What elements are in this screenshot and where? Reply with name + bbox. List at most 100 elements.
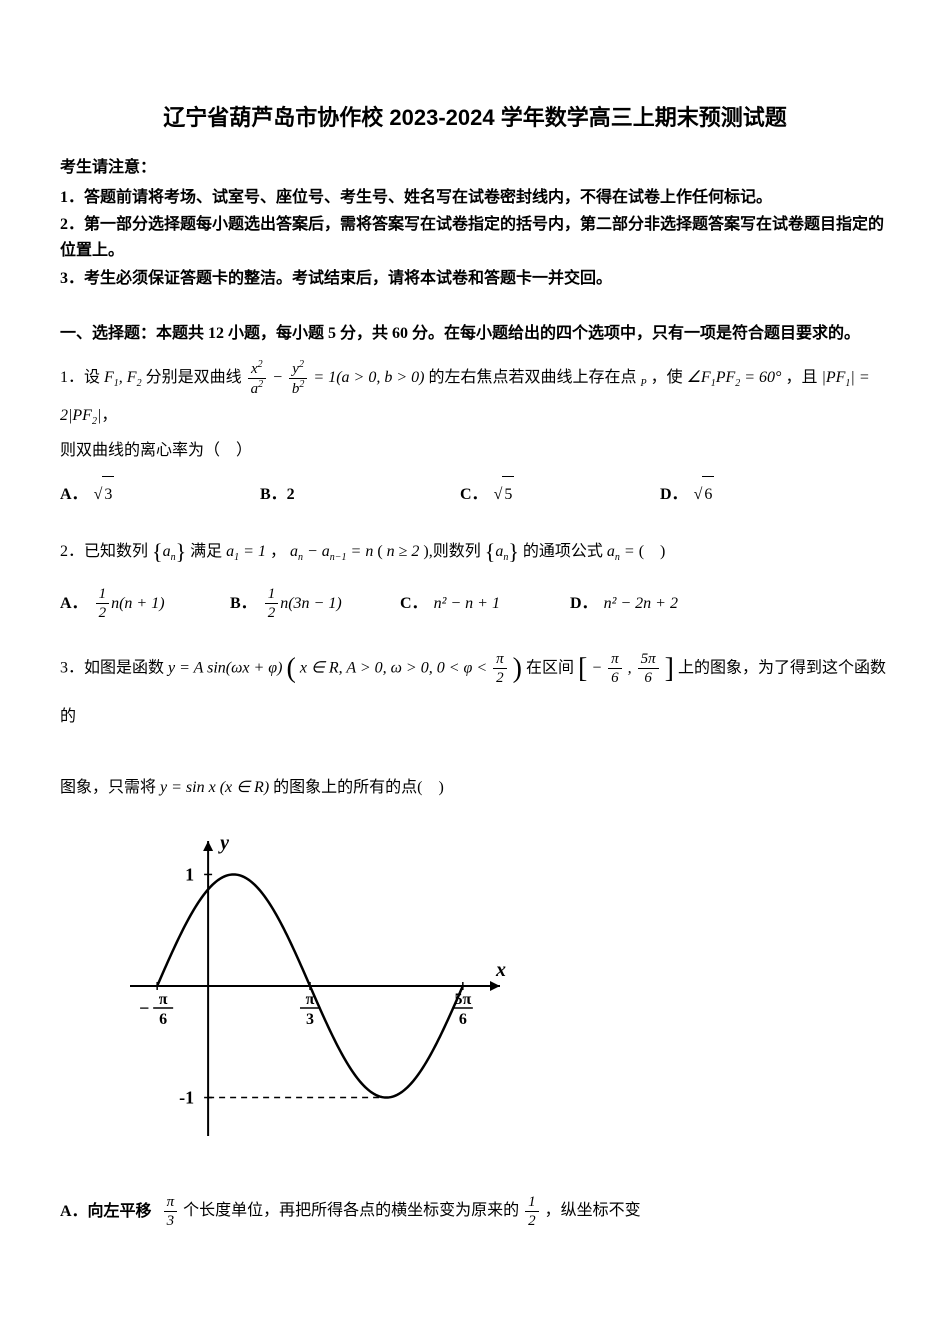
q2-opt-a-label: A． [60, 586, 88, 621]
svg-text:x: x [495, 959, 506, 981]
q1-body1: 分别是双曲线 [146, 369, 242, 386]
q2-opt-a-frac: 12 [96, 585, 110, 622]
q3-sinx: y = sin x (x ∈ R) [160, 779, 273, 796]
q1-foci: F1, F2 [104, 369, 146, 386]
q2-opt-d-expr: n² − 2n + 2 [604, 586, 678, 621]
q2-prefix: 2．已知数列 [60, 543, 148, 560]
page-title: 辽宁省葫芦岛市协作校 2023-2024 学年数学高三上期末预测试题 [60, 100, 890, 135]
q1-opt-a: A． 3 [60, 476, 180, 512]
q3-func: y = A sin(ωx + φ) [168, 659, 282, 676]
q2-opt-b-frac: 12 [265, 585, 279, 622]
q2-body1: 满足 [190, 543, 222, 560]
q2-body5: 的通项公式 [523, 543, 603, 560]
q1-opt-d-sqrt: 6 [694, 476, 715, 512]
q1-body3: ，使 [651, 369, 683, 386]
q3-int-frac-b: 5π6 [638, 650, 659, 687]
q3-body1: 在区间 [526, 659, 574, 676]
q2-rec: an − an−1 = n [290, 543, 377, 560]
q1-opt-c-sqrt: 5 [494, 476, 515, 512]
notice-item-1: 1．答题前请将考场、试室号、座位号、考生号、姓名写在试卷密封线内，不得在试卷上作… [60, 185, 890, 211]
q1-opt-b: B．2 [260, 476, 380, 512]
svg-text:6: 6 [459, 1011, 467, 1028]
q2-body4: ),则数列 [423, 543, 480, 560]
q1-options: A． 3 B．2 C． 5 D． 6 [60, 476, 890, 512]
q3-domain: x ∈ R, A > 0, ω > 0, 0 < φ < [300, 659, 491, 676]
q2-body2: ， [270, 543, 286, 560]
q2-a1: a1 = 1 [226, 543, 266, 560]
q1-prefix: 1．设 [60, 369, 100, 386]
q1-body4: ，且 [785, 369, 817, 386]
q2-opt-b: B． 12 n(3n − 1) [230, 585, 350, 622]
question-3: 3．如图是函数 y = A sin(ωx + φ) ( x ∈ R, A > 0… [60, 638, 890, 805]
notice-item-2: 2．第一部分选择题每小题选出答案后，需将答案写在试卷指定的括号内，第二部分非选择… [60, 212, 890, 263]
section-1-title: 一、选择题：本题共 12 小题，每小题 5 分，共 60 分。在每小题给出的四个… [60, 321, 890, 347]
q1-opt-b-label: B．2 [260, 477, 295, 512]
q2-options: A． 12 n(n + 1) B． 12 n(3n − 1) C． n² − n… [60, 585, 890, 622]
question-2: 2．已知数列 {an} 满足 a1 = 1 ， an − an−1 = n ( … [60, 528, 890, 621]
q3-graph: yx1-1−π6π35π6 [100, 821, 890, 1170]
q2-an-1: an [163, 543, 176, 560]
q1-frac-y: y2b2 [289, 359, 308, 398]
q3-pi2: π2 [493, 650, 507, 687]
q3-int-frac-a: π6 [608, 650, 622, 687]
q3-lbrack: [ [578, 653, 587, 684]
q2-opt-c: C． n² − n + 1 [400, 585, 520, 622]
svg-text:−: − [139, 998, 149, 1018]
q3-line2b: 的图象上的所有的点( ) [273, 779, 444, 796]
q3-comma: , [628, 659, 636, 676]
q1-opt-c-label: C． [460, 477, 488, 512]
notice-block: 考生请注意： 1．答题前请将考场、试室号、座位号、考生号、姓名写在试卷密封线内，… [60, 155, 890, 291]
q2-brace-3: { [485, 539, 496, 564]
q3-line2a: 图象，只需将 [60, 779, 156, 796]
svg-text:y: y [218, 832, 229, 854]
q3-int-a: − [591, 659, 602, 676]
svg-text:π: π [159, 991, 168, 1008]
q2-brace-4: } [508, 539, 519, 564]
q1-opt-c: C． 5 [460, 476, 580, 512]
q3-opt-a-mid: 个长度单位，再把所得各点的横坐标变为原来的 [183, 1203, 519, 1220]
q1-body2: 的左右焦点若双曲线上存在点 [428, 369, 640, 386]
q3-rparen: ) [513, 653, 522, 684]
q1-opt-d: D． 6 [660, 476, 780, 512]
q2-opt-b-label: B． [230, 586, 257, 621]
notice-item-3: 3．考生必须保证答题卡的整洁。考试结束后，请将本试卷和答题卡一并交回。 [60, 266, 890, 292]
q1-ecc-line: 则双曲线的离心率为（ ） [60, 433, 890, 468]
q2-brace-2: } [176, 539, 187, 564]
sine-curve-svg: yx1-1−π6π35π6 [100, 821, 520, 1161]
q2-opt-a: A． 12 n(n + 1) [60, 585, 180, 622]
q3-rbrack: ] [665, 653, 674, 684]
q2-opt-d: D． n² − 2n + 2 [570, 585, 690, 622]
q2-brace-1: { [152, 539, 163, 564]
q1-point-p: P [640, 369, 646, 386]
notice-header: 考生请注意： [60, 155, 890, 181]
q3-opt-a: A．向左平移 π3 个长度单位，再把所得各点的横坐标变为原来的 12 ，纵坐标不… [60, 1193, 890, 1230]
q1-angle: ∠F1PF2 = 60° [687, 369, 782, 386]
q2-opt-d-label: D． [570, 586, 598, 621]
q1-frac-x: x2a2 [248, 359, 267, 398]
q3-lparen: ( [286, 653, 295, 684]
q2-an-2: an [495, 543, 508, 560]
q3-prefix: 3．如图是函数 [60, 659, 164, 676]
svg-text:-1: -1 [179, 1087, 194, 1107]
svg-text:3: 3 [306, 1011, 314, 1028]
q1-opt-d-label: D． [660, 477, 688, 512]
q2-an-eq: an = [607, 543, 639, 560]
q2-opt-c-expr: n² − n + 1 [434, 586, 500, 621]
q2-body3: ( [377, 543, 382, 560]
svg-text:1: 1 [185, 864, 194, 884]
q3-opt-a-frac2: 12 [525, 1193, 539, 1230]
svg-text:6: 6 [159, 1011, 167, 1028]
q3-opt-a-prefix: A．向左平移 [60, 1203, 152, 1220]
q1-eq1: = 1(a > 0, b > 0) [313, 369, 424, 386]
q2-opt-b-expr: n(3n − 1) [280, 586, 341, 621]
q2-opt-c-label: C． [400, 586, 428, 621]
q2-opt-a-expr: n(n + 1) [111, 586, 164, 621]
q1-opt-a-sqrt: 3 [94, 476, 115, 512]
q3-opt-a-frac1: π3 [164, 1193, 178, 1230]
q2-end: ( ) [639, 543, 666, 560]
q3-opt-a-end: ，纵坐标不变 [545, 1203, 641, 1220]
q1-minus: − [272, 369, 287, 386]
q2-nge2: n ≥ 2 [387, 543, 420, 560]
q1-opt-a-label: A． [60, 477, 88, 512]
question-1: 1．设 F1, F2 分别是双曲线 x2a2 − y2b2 = 1(a > 0,… [60, 359, 890, 513]
